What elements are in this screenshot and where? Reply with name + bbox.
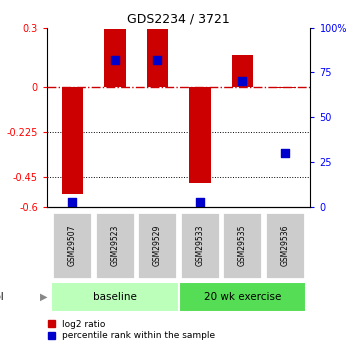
Bar — [95, 212, 135, 279]
Bar — [232, 55, 253, 87]
Point — [112, 57, 118, 63]
Text: ▶: ▶ — [40, 292, 47, 302]
Point — [282, 150, 288, 156]
Title: GDS2234 / 3721: GDS2234 / 3721 — [127, 12, 230, 25]
Bar — [222, 212, 262, 279]
Bar — [62, 87, 83, 194]
Legend: log2 ratio, percentile rank within the sample: log2 ratio, percentile rank within the s… — [48, 320, 216, 341]
Bar — [180, 212, 220, 279]
Text: GSM29533: GSM29533 — [195, 224, 204, 266]
Bar — [189, 87, 210, 183]
Text: GSM29535: GSM29535 — [238, 224, 247, 266]
Bar — [265, 212, 305, 279]
Point — [240, 79, 245, 84]
Text: baseline: baseline — [93, 292, 137, 302]
Point — [197, 199, 203, 204]
Bar — [179, 282, 306, 312]
Text: GSM29529: GSM29529 — [153, 224, 162, 266]
Text: GSM29536: GSM29536 — [280, 224, 290, 266]
Bar — [274, 87, 296, 88]
Text: 20 wk exercise: 20 wk exercise — [204, 292, 281, 302]
Text: protocol: protocol — [0, 292, 4, 302]
Point — [155, 57, 160, 63]
Bar — [104, 29, 126, 87]
Bar — [147, 29, 168, 87]
Bar — [52, 212, 92, 279]
Bar — [51, 282, 179, 312]
Text: GSM29507: GSM29507 — [68, 224, 77, 266]
Bar — [138, 212, 177, 279]
Text: GSM29523: GSM29523 — [110, 224, 119, 266]
Point — [70, 199, 75, 204]
